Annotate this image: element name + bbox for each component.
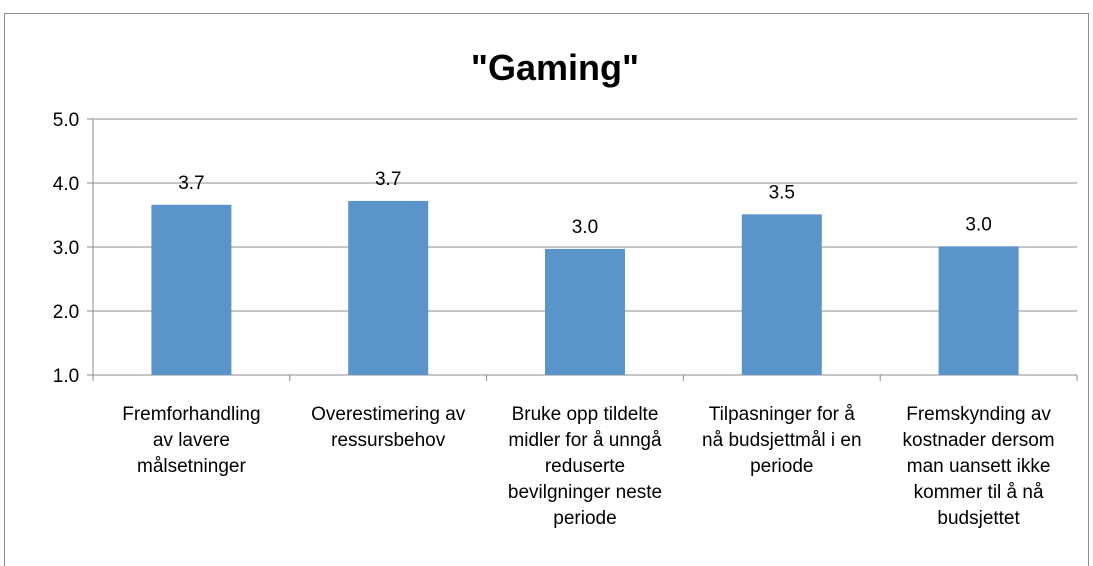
category-label-line: midler for å unngå: [508, 430, 662, 451]
category-label-line: reduserte: [545, 456, 625, 477]
category-label-line: periode: [750, 456, 813, 477]
category-label-line: bevilgninger neste: [508, 482, 662, 503]
y-tick-label: 3.0: [53, 238, 79, 259]
bar: [741, 214, 822, 375]
chart-title: "Gaming": [471, 47, 639, 88]
category-label-line: man uansett ikke: [907, 456, 1051, 477]
bar: [545, 248, 625, 375]
category-label-line: av lavere: [153, 430, 230, 451]
category-label: Tilpasninger for å nå budsjettmål i en per…: [702, 404, 862, 477]
category-label-line: Bruke opp tildelte: [512, 404, 659, 425]
category-label-line: Overestimering av: [311, 404, 466, 425]
category-label: Bruke opp tildelte midler for å unngå redu…: [508, 404, 662, 529]
category-label: Fremskynding av kostnader dersom man uanse…: [903, 404, 1055, 529]
category-label-line: Fremforhandling: [122, 404, 260, 425]
category-label-line: budsjettet: [937, 508, 1020, 529]
data-labels: 3.7 3.7 3.0 3.5 3.0: [178, 169, 992, 238]
y-tick-label: 5.0: [53, 110, 79, 131]
bar: [938, 246, 1019, 375]
category-label-line: ressursbehov: [331, 430, 446, 451]
category-label-line: nå budsjettmål i en: [702, 430, 862, 451]
data-label: 3.0: [965, 214, 991, 235]
category-label: Fremforhandling av lavere målsetninger: [122, 404, 260, 477]
y-tick-label: 2.0: [53, 302, 79, 323]
data-label: 3.7: [178, 173, 204, 194]
data-label: 3.7: [375, 169, 401, 190]
bar: [348, 200, 429, 375]
category-label-line: Fremskynding av: [906, 404, 1051, 425]
y-tick-label: 1.0: [53, 366, 79, 387]
category-labels: Fremforhandling av lavere målsetninger Over…: [122, 404, 1054, 529]
category-label-line: Tilpasninger for å: [709, 404, 856, 425]
data-label: 3.5: [769, 182, 795, 203]
category-label-line: kommer til å nå: [914, 482, 1044, 503]
bar: [151, 204, 232, 375]
category-label-line: kostnader dersom: [903, 430, 1055, 451]
category-label: Overestimering av ressursbehov: [311, 404, 466, 451]
data-label: 3.0: [572, 217, 598, 238]
bars: [151, 200, 1019, 375]
y-tick-label: 4.0: [53, 174, 79, 195]
category-label-line: målsetninger: [137, 456, 246, 477]
category-label-line: periode: [553, 508, 616, 529]
